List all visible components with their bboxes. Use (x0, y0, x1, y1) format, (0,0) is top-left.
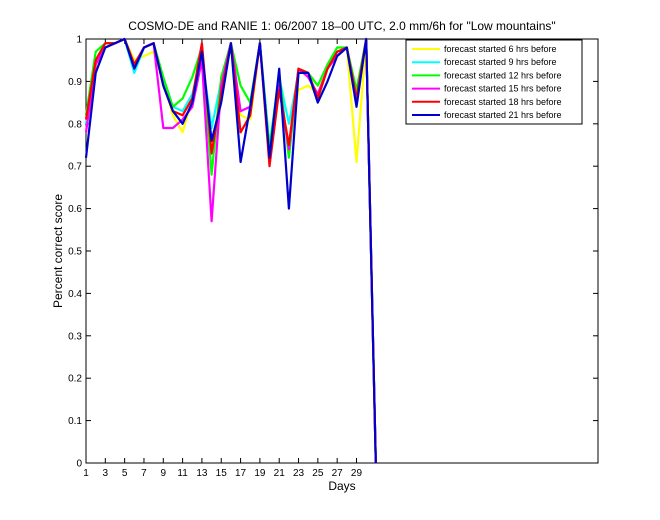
chart-title: COSMO-DE and RANIE 1: 06/2007 18–00 UTC,… (128, 19, 555, 33)
y-tick-label: 0 (76, 459, 82, 470)
x-tick-label: 19 (254, 468, 266, 479)
legend-box (405, 39, 583, 125)
x-tick-label: 25 (312, 468, 324, 479)
y-tick-label: 0.5 (68, 247, 82, 258)
series-line-6 (84, 37, 377, 464)
y-tick-label: 0.8 (68, 119, 82, 130)
legend-label-3: forecast started 12 hrs before (444, 70, 562, 80)
y-tick-label: 0.9 (68, 77, 82, 88)
x-tick-label: 1 (83, 468, 89, 479)
y-tick-label: 0.7 (68, 162, 82, 173)
y-tick-label: 0.3 (68, 331, 82, 342)
legend-label-6: forecast started 21 hrs before (444, 110, 562, 120)
x-tick-label: 3 (103, 468, 109, 479)
x-tick-label: 29 (351, 468, 363, 479)
legend-label-5: forecast started 18 hrs before (444, 97, 562, 107)
legend-label-2: forecast started 9 hrs before (444, 57, 557, 67)
legend-label-4: forecast started 15 hrs before (444, 84, 562, 94)
x-tick-label: 27 (332, 468, 344, 479)
x-tick-label: 9 (161, 468, 167, 479)
x-tick-label: 23 (293, 468, 305, 479)
x-axis-label: Days (328, 479, 355, 493)
x-tick-label: 5 (122, 468, 128, 479)
y-axis-label: Percent correct score (51, 194, 65, 308)
x-axis: 1 3 5 7 9 11 13 15 17 19 21 23 25 27 29 (83, 39, 362, 479)
series-lines (84, 37, 377, 464)
x-tick-label: 7 (141, 468, 147, 479)
y-tick-label: 1 (76, 35, 82, 46)
x-tick-label: 15 (216, 468, 228, 479)
legend-label-1: forecast started 6 hrs before (444, 44, 557, 54)
y-tick-label: 0.2 (68, 374, 82, 385)
y-tick-label: 0.4 (68, 289, 82, 300)
x-tick-label: 11 (177, 468, 188, 479)
y-tick-label: 0.6 (68, 204, 82, 215)
x-tick-label: 21 (274, 468, 286, 479)
y-axis: 0 0.1 0.2 0.3 0.4 0.5 0.6 0.7 0.8 0.9 1 (68, 35, 598, 470)
x-tick-label: 13 (196, 468, 208, 479)
y-tick-label: 0.1 (68, 416, 82, 427)
x-tick-label: 17 (235, 468, 247, 479)
legend: forecast started 6 hrs before forecast st… (405, 39, 583, 125)
